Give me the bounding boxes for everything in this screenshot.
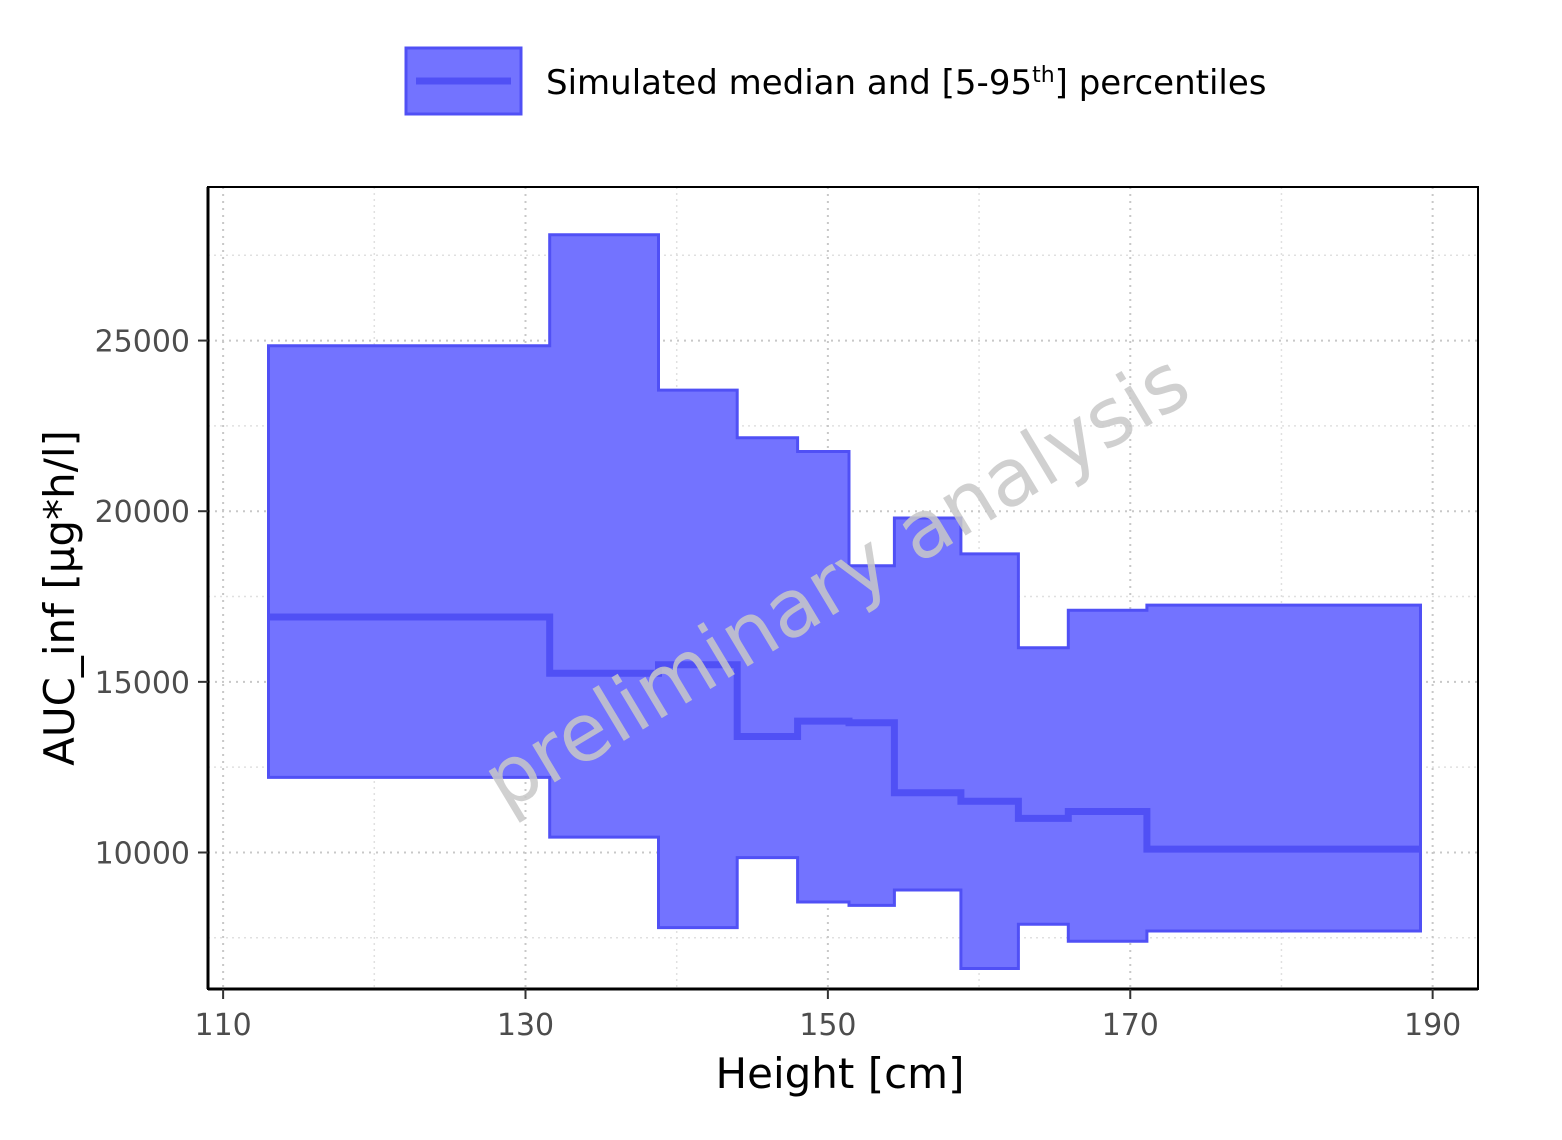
percentile-ribbon-layer	[267, 233, 1422, 970]
x-axis-ticks: 110 130 150 170 190	[194, 989, 1461, 1043]
y-axis-title: AUC_inf [µg*h/l]	[35, 430, 84, 766]
legend-label-prefix: Simulated median and [5-95	[546, 63, 1032, 103]
y-tick-label: 20000	[95, 495, 190, 530]
median-line	[268, 613, 1421, 853]
x-axis-title: Height [cm]	[716, 1049, 965, 1098]
x-tick-label: 170	[1102, 1008, 1159, 1043]
legend-label: Simulated median and [5-95th] percentile…	[546, 63, 1266, 103]
x-tick-label: 150	[799, 1008, 856, 1043]
x-tick-label: 190	[1404, 1008, 1461, 1043]
x-tick-label: 130	[497, 1008, 554, 1043]
legend-label-suffix: ] percentiles	[1055, 63, 1267, 103]
percentile-ribbon-outline	[267, 233, 1422, 970]
x-tick-label: 110	[194, 1008, 251, 1043]
percentile-ribbon	[268, 234, 1421, 969]
y-tick-label: 15000	[95, 666, 190, 701]
y-tick-label: 10000	[95, 836, 190, 871]
legend-label-superscript: th	[1032, 63, 1055, 88]
legend: Simulated median and [5-95th] percentile…	[404, 46, 1266, 116]
y-tick-label: 25000	[95, 325, 190, 360]
y-axis-ticks: 10000 15000 20000 25000	[95, 325, 208, 871]
